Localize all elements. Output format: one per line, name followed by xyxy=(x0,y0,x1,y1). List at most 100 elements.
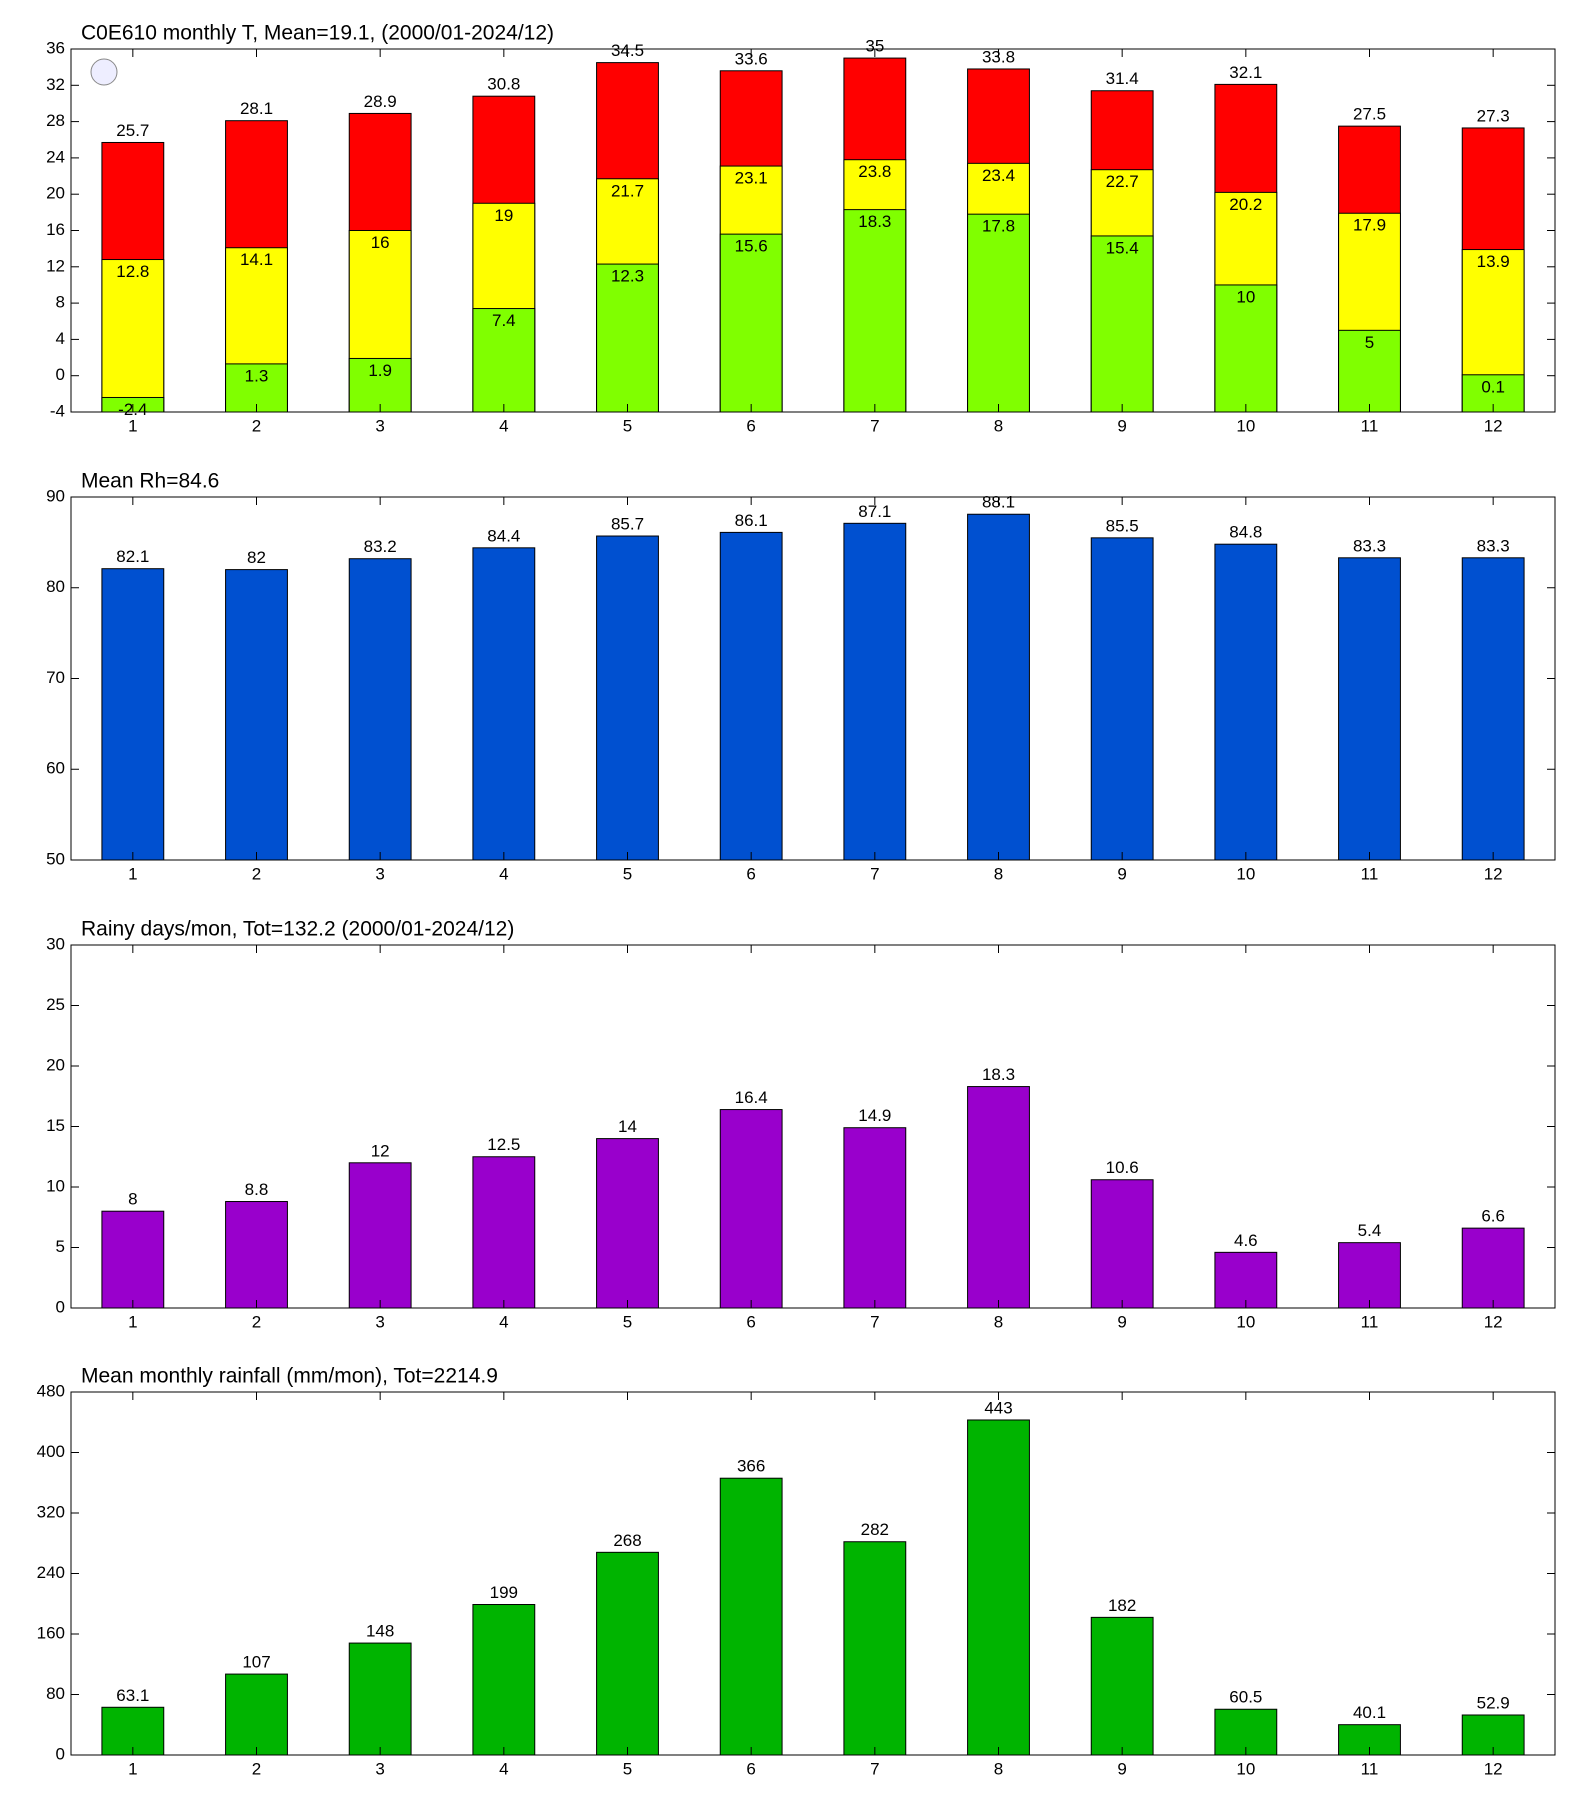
data-label: 22.7 xyxy=(1106,172,1139,191)
data-label: 15.6 xyxy=(735,237,768,256)
data-label: 63.1 xyxy=(116,1686,149,1705)
bar xyxy=(596,1551,659,1756)
bar xyxy=(843,522,907,861)
data-label: 27.3 xyxy=(1477,106,1510,125)
data-label: 25.7 xyxy=(116,121,149,140)
data-label: 8.8 xyxy=(245,1180,269,1199)
data-label: 31.4 xyxy=(1106,69,1139,88)
x-tick-label: 6 xyxy=(746,1312,755,1331)
bar xyxy=(719,1109,783,1309)
data-label: 199 xyxy=(490,1583,518,1602)
data-label: 83.2 xyxy=(364,537,397,556)
y-tick-label: 160 xyxy=(37,1623,65,1642)
x-tick-label: 8 xyxy=(994,864,1003,883)
x-tick-label: 8 xyxy=(994,416,1003,435)
x-tick-label: 8 xyxy=(994,1759,1003,1778)
y-tick-label: 28 xyxy=(46,111,65,130)
bar xyxy=(348,558,412,861)
x-tick-label: 10 xyxy=(1236,416,1255,435)
bar xyxy=(101,1210,165,1309)
y-tick-label: 50 xyxy=(46,849,65,868)
data-label: 5 xyxy=(1365,333,1374,352)
x-tick-label: 5 xyxy=(623,416,632,435)
y-tick-label: 70 xyxy=(46,668,65,687)
data-label: 17.8 xyxy=(982,217,1015,236)
bar xyxy=(1214,543,1278,861)
bar xyxy=(967,213,1030,413)
data-label: 85.7 xyxy=(611,515,644,534)
y-tick-label: 32 xyxy=(46,75,65,94)
bar xyxy=(1461,1227,1525,1309)
x-tick-label: 9 xyxy=(1117,1759,1126,1778)
bar xyxy=(967,1419,1030,1756)
x-tick-label: 9 xyxy=(1117,864,1126,883)
x-tick-label: 3 xyxy=(375,1312,384,1331)
x-tick-label: 12 xyxy=(1484,1759,1503,1778)
bar xyxy=(1338,1242,1401,1309)
data-label: 14.1 xyxy=(240,250,273,269)
data-label: 15.4 xyxy=(1106,238,1139,257)
x-tick-label: 11 xyxy=(1361,1312,1379,1331)
y-tick-label: 80 xyxy=(46,577,65,596)
data-label: 14 xyxy=(618,1117,637,1136)
data-label: 30.8 xyxy=(487,75,520,94)
data-label: 268 xyxy=(613,1531,641,1550)
y-tick-label: 15 xyxy=(46,1116,65,1135)
data-label: 33.6 xyxy=(735,49,768,68)
bar xyxy=(348,1162,412,1309)
bar xyxy=(225,1201,288,1309)
data-label: 23.4 xyxy=(982,166,1015,185)
y-tick-label: 5 xyxy=(56,1237,65,1256)
x-tick-label: 6 xyxy=(746,1759,755,1778)
bar xyxy=(967,513,1030,861)
x-tick-label: 1 xyxy=(128,416,137,435)
data-label: 82.1 xyxy=(116,547,149,566)
chart: C0E610 monthly T, Mean=19.1, (2000/01-20… xyxy=(46,22,1556,435)
data-label: 52.9 xyxy=(1477,1693,1510,1712)
bar xyxy=(1090,235,1154,413)
y-tick-label: 16 xyxy=(46,220,65,239)
y-tick-label: 24 xyxy=(46,147,65,166)
bar xyxy=(843,1127,907,1309)
bar xyxy=(472,1604,536,1756)
chart-title: Rainy days/mon, Tot=132.2 (2000/01-2024/… xyxy=(81,918,514,941)
x-tick-label: 3 xyxy=(375,1759,384,1778)
chart: Rainy days/mon, Tot=132.2 (2000/01-2024/… xyxy=(46,918,1556,1331)
y-tick-label: 240 xyxy=(37,1563,65,1582)
y-tick-label: 25 xyxy=(46,995,65,1014)
bar xyxy=(719,233,783,413)
bar xyxy=(1090,1616,1154,1756)
data-label: 18.3 xyxy=(982,1065,1015,1084)
bar xyxy=(348,1642,412,1756)
axes-box xyxy=(70,496,1556,861)
y-tick-label: 12 xyxy=(46,256,65,275)
chart: Mean Rh=84.6 82.1 82 83.2 84.4 85.7 86.1 87.1 8 8… xyxy=(46,470,1556,883)
data-label: 1.9 xyxy=(368,361,392,380)
axes-box xyxy=(70,944,1556,1309)
data-label: 19 xyxy=(494,206,513,225)
data-label: 17.9 xyxy=(1353,216,1386,235)
y-tick-label: 0 xyxy=(56,1297,65,1316)
bar xyxy=(843,1541,907,1756)
y-tick-label: 36 xyxy=(46,38,65,57)
data-label: 32.1 xyxy=(1229,63,1262,82)
data-label: 83.3 xyxy=(1477,536,1510,555)
data-label: 40.1 xyxy=(1353,1703,1386,1722)
bar xyxy=(101,259,165,413)
data-label: 16.4 xyxy=(735,1088,768,1107)
x-tick-label: 3 xyxy=(375,864,384,883)
data-label: 28.9 xyxy=(364,92,397,111)
y-tick-label: 90 xyxy=(46,486,65,505)
axes-box xyxy=(70,48,1556,413)
x-tick-label: 3 xyxy=(375,416,384,435)
x-tick-label: 5 xyxy=(623,864,632,883)
x-tick-label: 1 xyxy=(128,1759,137,1778)
data-label: 0.1 xyxy=(1481,377,1505,396)
data-label: 4.6 xyxy=(1234,1231,1258,1250)
x-tick-label: 7 xyxy=(870,1759,879,1778)
y-tick-label: 60 xyxy=(46,759,65,778)
chart-title: C0E610 monthly T, Mean=19.1, (2000/01-20… xyxy=(81,22,554,45)
bar xyxy=(472,547,536,861)
x-tick-label: 6 xyxy=(746,416,755,435)
data-label: 14.9 xyxy=(858,1106,891,1125)
